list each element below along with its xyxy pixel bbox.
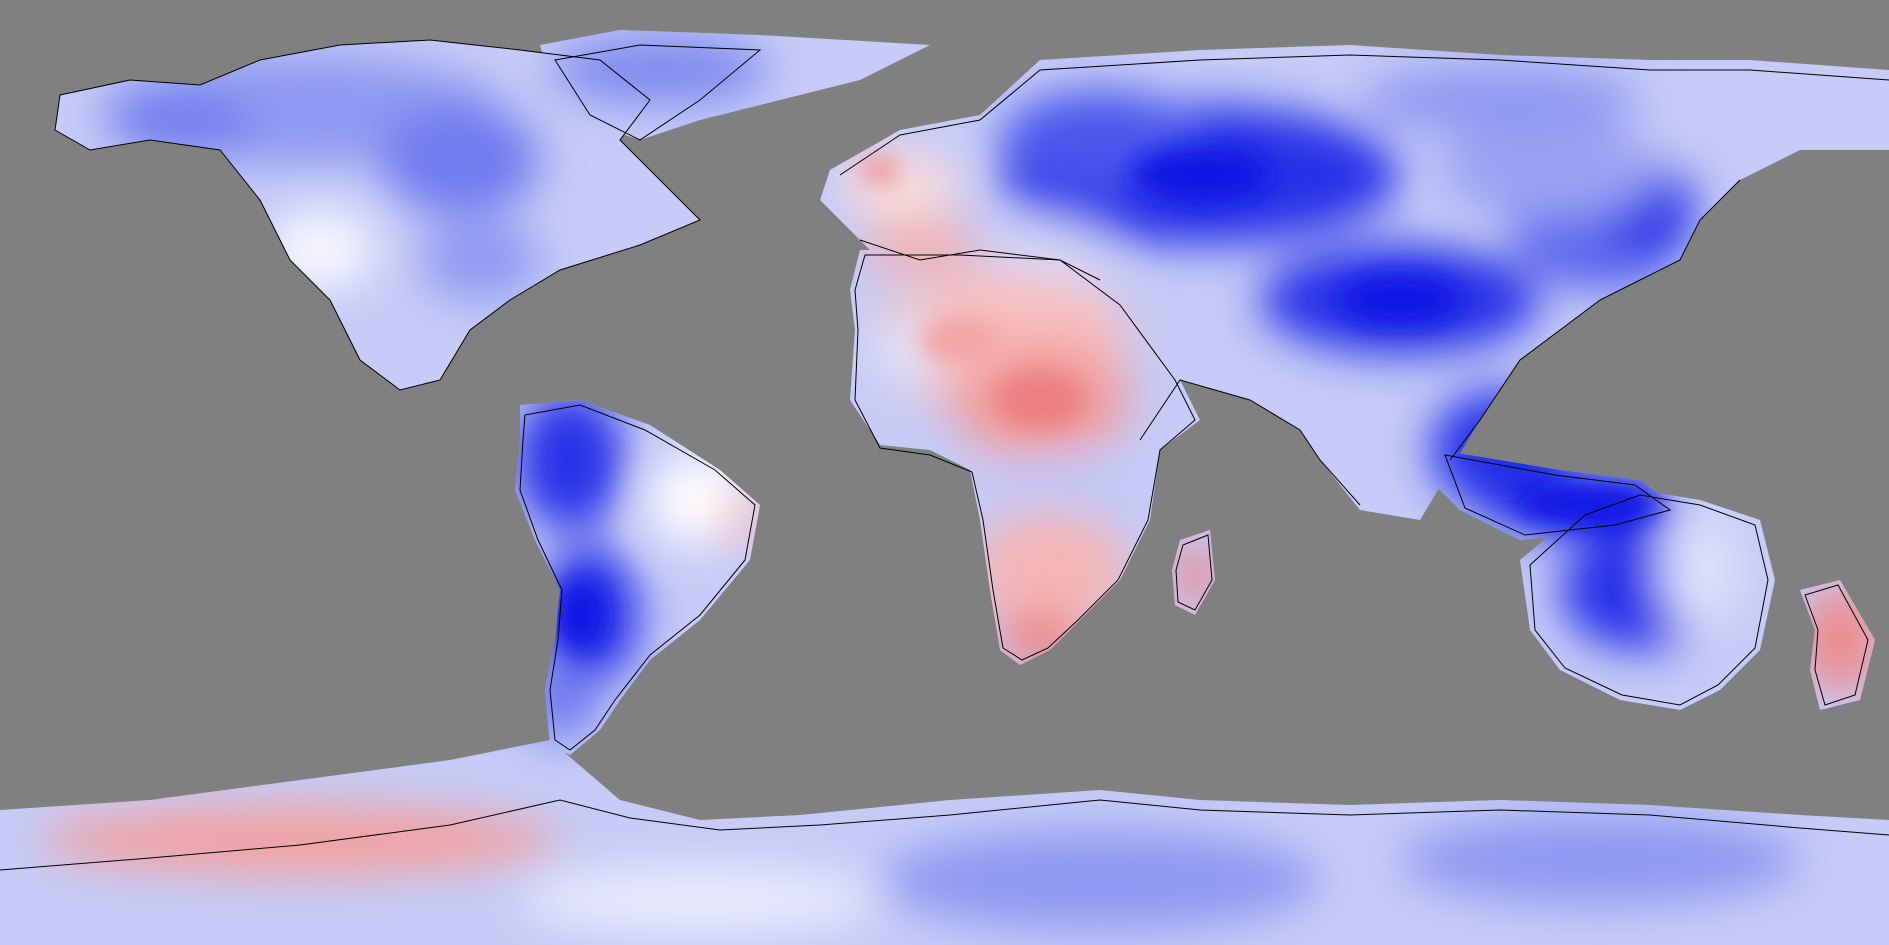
coastlines (0, 39, 1889, 871)
